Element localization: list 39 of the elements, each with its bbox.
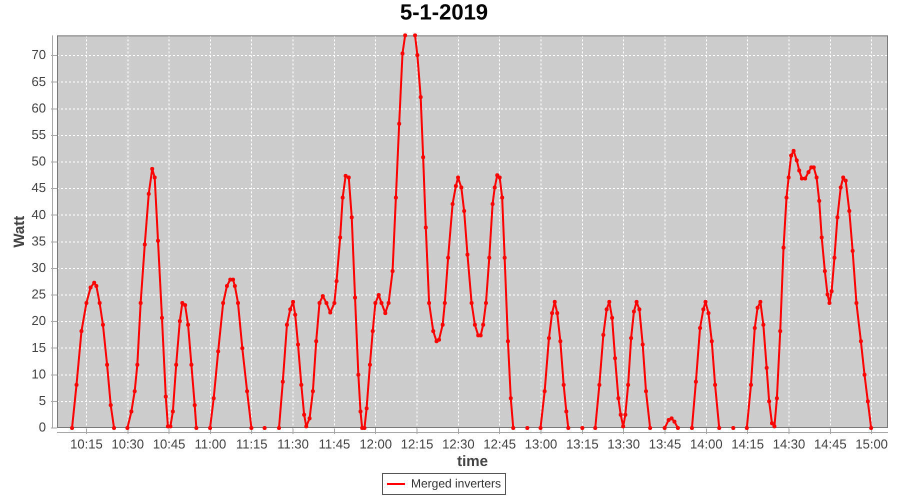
y-tick-label: 50 — [32, 154, 46, 169]
x-tick-label: 11:00 — [194, 436, 226, 452]
y-tick-label: 15 — [32, 340, 46, 355]
x-tick-label: 14:30 — [772, 436, 806, 452]
y-tick-label: 5 — [38, 392, 46, 408]
chart-title: 5-1-2019 — [400, 0, 488, 24]
y-tick-label: 30 — [32, 260, 46, 275]
x-tick-label: 14:45 — [814, 436, 847, 452]
x-tick-label: 13:45 — [648, 436, 682, 452]
x-tick-label: 12:00 — [359, 436, 392, 452]
y-tick-label: 40 — [32, 206, 46, 222]
y-tick-label: 55 — [32, 126, 46, 142]
y-tick-label: 10 — [32, 366, 46, 382]
y-tick-label: 35 — [32, 233, 46, 248]
y-tick-label: 65 — [32, 74, 46, 89]
x-tick-label: 13:15 — [566, 436, 599, 452]
x-tick-label: 11:45 — [318, 436, 350, 452]
x-tick-label: 14:00 — [690, 436, 723, 452]
x-tick-label: 13:00 — [524, 436, 558, 452]
y-axis-title: Watt — [11, 216, 28, 248]
x-tick-label: 10:15 — [70, 436, 103, 452]
x-tick-label: 10:45 — [152, 436, 186, 452]
legend-label: Merged inverters — [410, 476, 502, 490]
x-tick-label: 15:00 — [855, 436, 888, 452]
y-tick-label: 70 — [32, 47, 46, 62]
x-axis-title: time — [457, 453, 488, 470]
x-tick-label: 12:30 — [442, 436, 475, 452]
y-tick-label: 60 — [32, 100, 46, 116]
x-tick-label: 11:30 — [277, 436, 309, 452]
x-tick-label: 11:15 — [236, 436, 268, 452]
y-tick-label: 25 — [32, 286, 46, 302]
y-tick-label: 20 — [32, 313, 46, 328]
x-tick-label: 13:30 — [607, 436, 640, 452]
x-tick-label: 14:15 — [731, 436, 764, 452]
x-tick-label: 12:45 — [483, 436, 516, 452]
x-tick-label: 10:30 — [111, 436, 144, 452]
y-tick-label: 45 — [32, 180, 46, 196]
y-tick-label: 0 — [38, 420, 46, 435]
x-tick-label: 12:15 — [400, 436, 434, 452]
